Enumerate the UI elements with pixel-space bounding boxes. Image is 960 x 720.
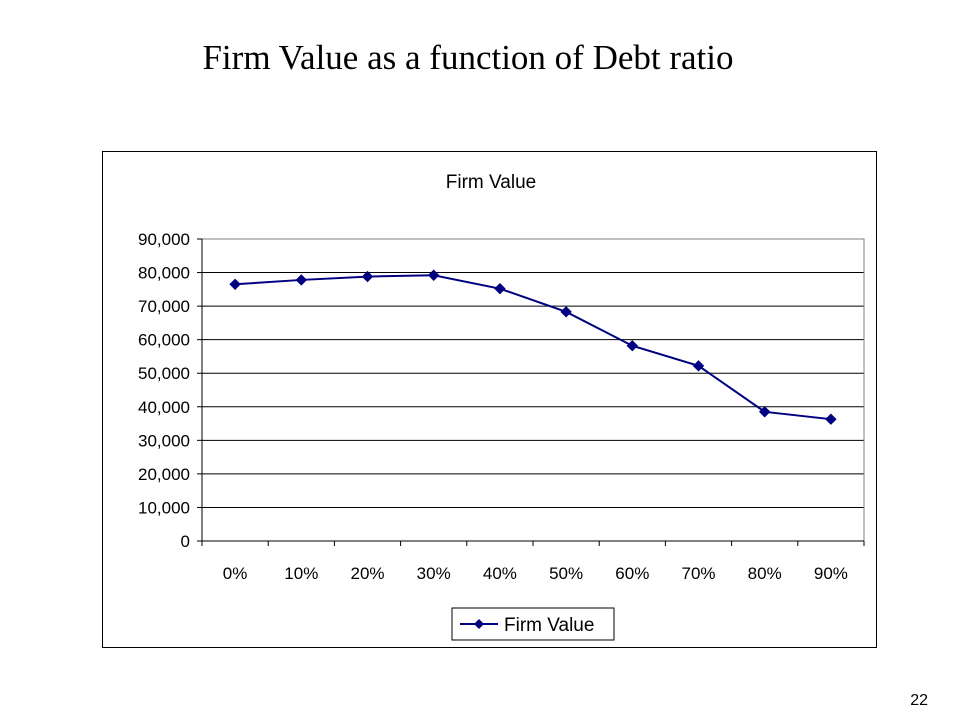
- slide-title: Firm Value as a function of Debt ratio: [202, 38, 734, 77]
- y-tick-label: 90,000: [138, 230, 190, 249]
- y-tick-label: 20,000: [138, 465, 190, 484]
- data-point: [626, 339, 639, 352]
- axes: 0 10,000 20,000 30,000 40,000 50,000 60,000 70,…: [138, 230, 865, 583]
- legend-marker-swatch: [474, 619, 484, 629]
- data-point: [427, 269, 440, 281]
- gridlines: [202, 238, 864, 508]
- y-tick-label: 80,000: [138, 264, 190, 283]
- x-tick-label: 90%: [814, 564, 848, 583]
- data-point: [758, 406, 771, 418]
- x-tick-label: 0%: [223, 564, 248, 583]
- series-layer: [229, 269, 837, 425]
- data-point: [560, 306, 572, 318]
- x-tick-label: 10%: [284, 564, 318, 583]
- legend: Firm Value: [451, 607, 615, 641]
- x-tick-label: 80%: [748, 564, 782, 583]
- data-point: [295, 274, 308, 286]
- chart-title: Firm Value: [446, 172, 536, 193]
- y-tick-label: 40,000: [138, 398, 190, 417]
- x-tick-label: 40%: [483, 564, 517, 583]
- y-tick-label: 50,000: [138, 364, 190, 383]
- data-point: [692, 360, 705, 372]
- series-line: [235, 274, 832, 421]
- data-point: [825, 413, 837, 425]
- data-point: [494, 282, 506, 295]
- y-tick-label: 70,000: [138, 297, 190, 316]
- legend-label: Firm Value: [504, 615, 594, 636]
- x-tick-label: 50%: [549, 564, 583, 583]
- y-tick-label: 30,000: [138, 431, 190, 450]
- y-tick-label: 60,000: [138, 331, 190, 350]
- y-tick-label: 10,000: [138, 498, 190, 517]
- y-tick-label: 0: [181, 532, 190, 551]
- page-number: 22: [910, 692, 928, 709]
- data-point: [229, 278, 241, 291]
- data-point: [361, 270, 374, 283]
- x-tick-label: 20%: [350, 564, 384, 583]
- x-tick-label: 60%: [615, 564, 649, 583]
- x-tick-label: 70%: [681, 564, 715, 583]
- x-tick-label: 30%: [417, 564, 451, 583]
